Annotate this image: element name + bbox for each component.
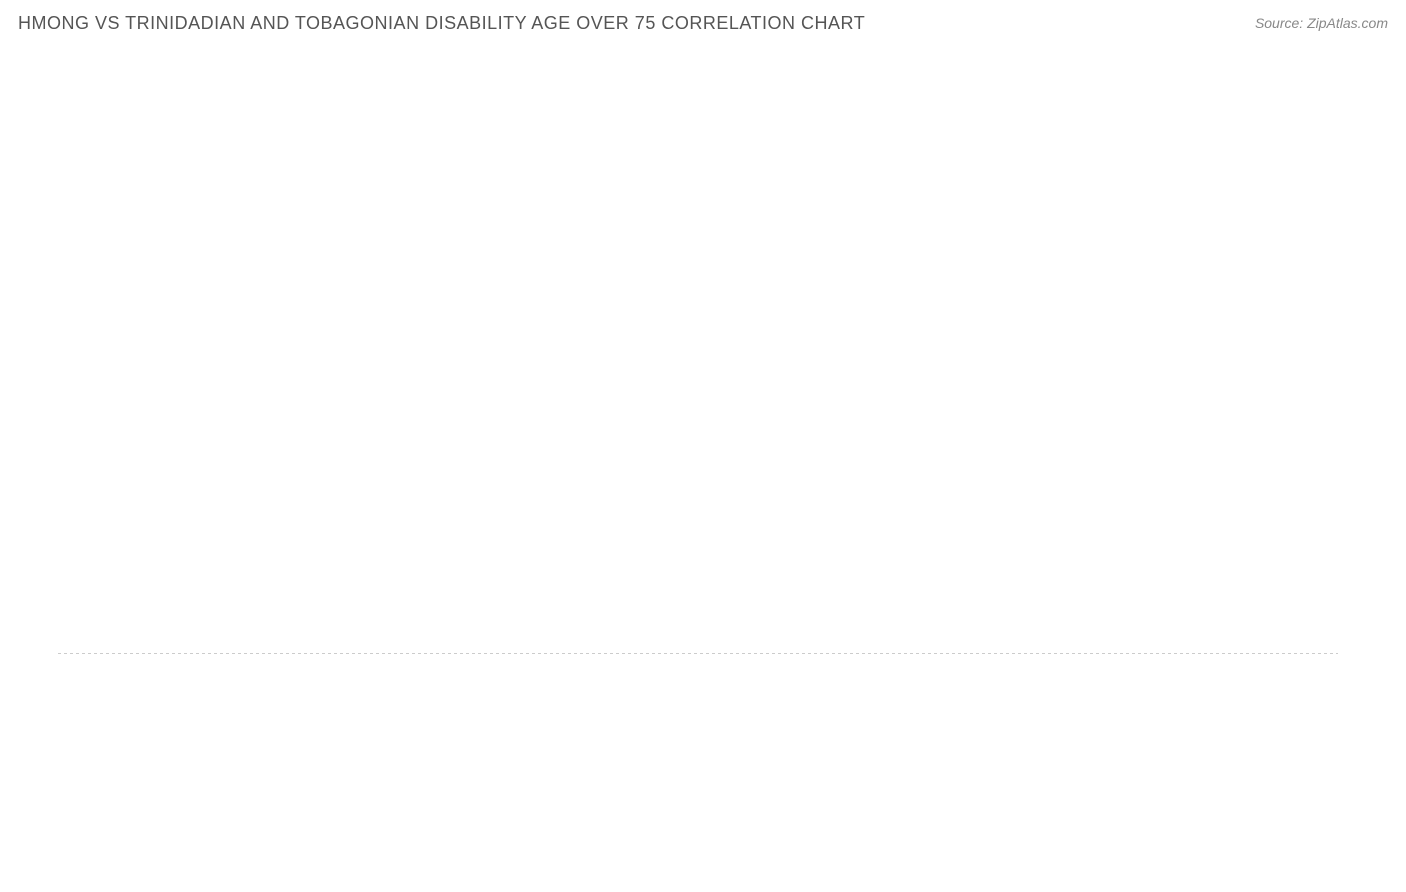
- scatter-chart: [18, 46, 1388, 874]
- source-label: Source: ZipAtlas.com: [1255, 15, 1388, 31]
- chart-title: HMONG VS TRINIDADIAN AND TOBAGONIAN DISA…: [18, 13, 865, 34]
- chart-container: [18, 46, 1388, 874]
